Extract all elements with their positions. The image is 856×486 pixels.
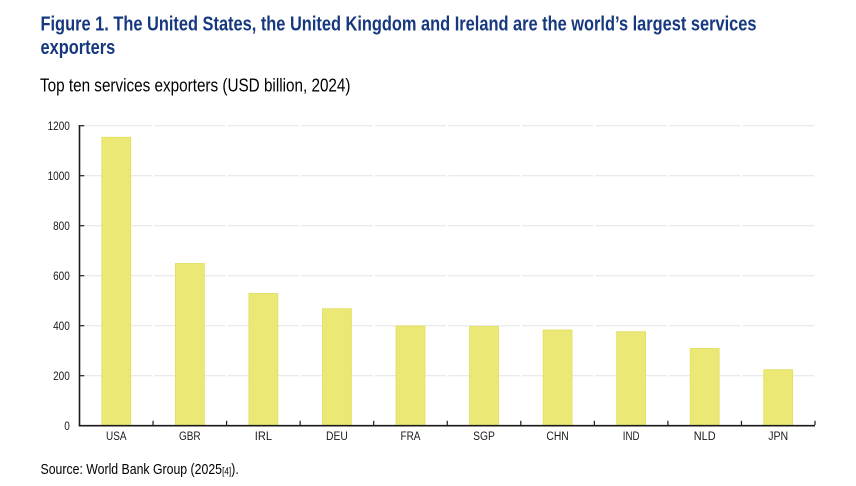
svg-text:1000: 1000 — [48, 169, 70, 183]
svg-text:400: 400 — [53, 319, 70, 333]
svg-text:CHN: CHN — [546, 429, 568, 443]
svg-text:GBR: GBR — [179, 429, 201, 443]
svg-text:0: 0 — [64, 419, 70, 433]
svg-text:exporters: exporters — [41, 37, 116, 59]
svg-text:IND: IND — [623, 429, 640, 443]
svg-text:600: 600 — [53, 269, 70, 283]
svg-text:JPN: JPN — [768, 429, 788, 443]
svg-text:1200: 1200 — [48, 119, 70, 133]
svg-text:DEU: DEU — [326, 429, 348, 443]
svg-text:).: ). — [231, 461, 239, 478]
svg-text:800: 800 — [53, 219, 70, 233]
svg-text:Top ten services exporters (US: Top ten services exporters (USD billion,… — [40, 75, 351, 96]
svg-text:NLD: NLD — [694, 429, 716, 443]
svg-text:200: 200 — [53, 369, 70, 383]
svg-text:IRL: IRL — [255, 429, 272, 443]
svg-text:[4]: [4] — [222, 466, 231, 477]
svg-text:Figure 1. The United States, t: Figure 1. The United States, the United … — [41, 14, 757, 36]
svg-text:USA: USA — [106, 429, 127, 443]
svg-text:SGP: SGP — [473, 429, 495, 443]
svg-text:Source: World Bank Group (2025: Source: World Bank Group (2025 — [41, 461, 223, 478]
svg-text:FRA: FRA — [400, 429, 421, 443]
